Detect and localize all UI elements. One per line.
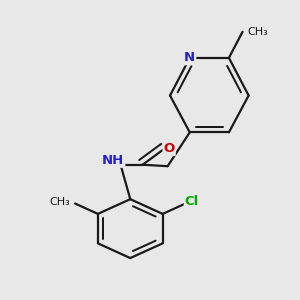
Text: CH₃: CH₃ (247, 27, 268, 37)
Text: CH₃: CH₃ (49, 197, 70, 207)
Text: Cl: Cl (185, 195, 199, 208)
Text: N: N (184, 51, 195, 64)
Text: NH: NH (102, 154, 124, 167)
Text: O: O (164, 142, 175, 155)
